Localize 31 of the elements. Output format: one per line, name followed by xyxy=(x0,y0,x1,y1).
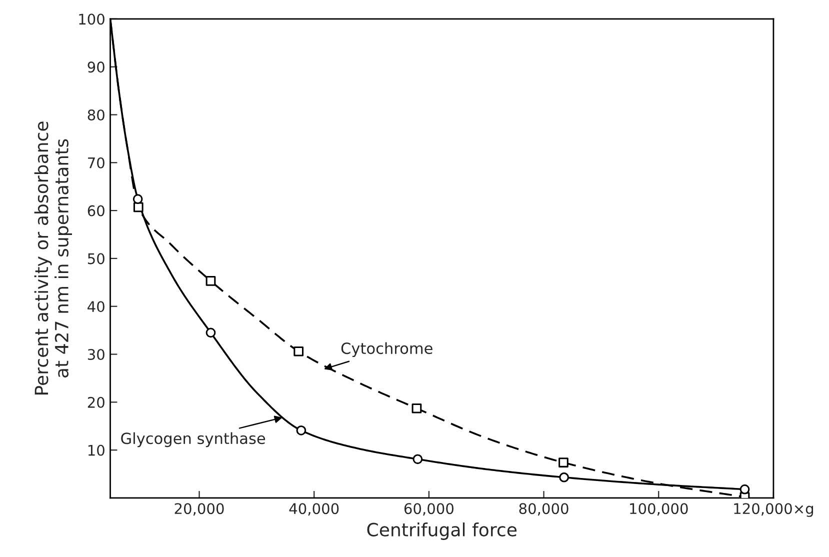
y-tick-label: 40 xyxy=(88,301,104,312)
y-tick-label: 10 xyxy=(88,444,104,456)
y-axis-title: Percent activity or absorbance at 427 nm in supernatants xyxy=(34,122,72,394)
x-tick-label: 40,000 xyxy=(289,503,339,516)
x-axis-title: Centrifugal force xyxy=(367,522,517,540)
y-tick-label: 30 xyxy=(88,348,104,360)
annotation: Cytochrome xyxy=(341,342,432,358)
y-tick-label: 100 xyxy=(79,14,104,25)
point xyxy=(132,194,143,204)
y-tick-label: 80 xyxy=(88,109,104,120)
point xyxy=(558,458,568,468)
y-tick-label: 50 xyxy=(88,253,104,264)
y-tick-label: 70 xyxy=(88,157,104,168)
point xyxy=(740,484,750,494)
y-tick-label: 90 xyxy=(88,62,104,73)
x-tick-label: 20,000 xyxy=(174,503,224,516)
y-tick-label: 20 xyxy=(88,396,104,408)
x-tick-label: 100,000 xyxy=(630,503,688,516)
annotation: Glycogen synthase xyxy=(121,432,266,448)
x-tick-label: 120,000×g xyxy=(734,503,814,517)
y-tick-label: 60 xyxy=(88,205,104,216)
point xyxy=(559,472,569,482)
point xyxy=(412,454,423,464)
x-tick-label: 80,000 xyxy=(519,503,568,516)
point xyxy=(294,346,304,356)
point xyxy=(206,328,216,338)
point xyxy=(296,425,306,436)
point xyxy=(206,276,216,286)
point xyxy=(412,403,422,414)
point xyxy=(133,202,144,212)
x-tick-label: 60,000 xyxy=(404,503,454,516)
